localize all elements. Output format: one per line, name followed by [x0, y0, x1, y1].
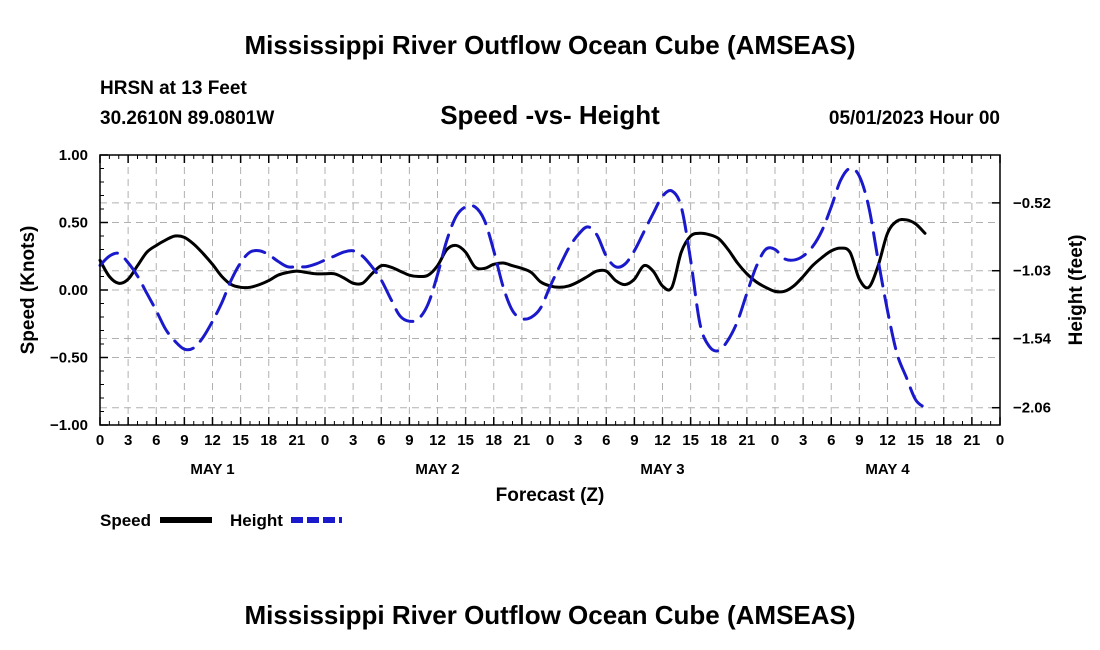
y2-tick-label: −0.52 — [1013, 195, 1051, 212]
chart-title: Speed -vs- Height — [440, 100, 660, 130]
x-tick-label: 12 — [429, 432, 446, 449]
footer-title: Mississippi River Outflow Ocean Cube (AM… — [244, 600, 855, 630]
series-line-speed — [98, 217, 927, 294]
x-tick-label: 6 — [377, 432, 385, 449]
x-tick-label: 6 — [152, 432, 160, 449]
y2-tick-label: −1.03 — [1013, 263, 1051, 280]
day-label: MAY 2 — [415, 461, 459, 478]
x-tick-label: 0 — [321, 432, 329, 449]
x-tick-label: 3 — [124, 432, 132, 449]
x-tick-label: 0 — [996, 432, 1004, 449]
x-tick-label: 3 — [349, 432, 357, 449]
y2-axis-label: Height (feet) — [1066, 235, 1087, 346]
x-tick-label: 6 — [827, 432, 835, 449]
x-tick-label: 15 — [232, 432, 249, 449]
series-group — [98, 166, 927, 410]
x-tick-label: 0 — [96, 432, 104, 449]
x-tick-label: 18 — [935, 432, 952, 449]
x-tick-label: 9 — [180, 432, 188, 449]
legend: Speed Height — [100, 511, 342, 530]
x-tick-label: 0 — [546, 432, 554, 449]
x-tick-label: 21 — [739, 432, 756, 449]
y-tick-label: −1.00 — [50, 417, 88, 434]
page-title: Mississippi River Outflow Ocean Cube (AM… — [244, 30, 855, 60]
x-tick-label: 3 — [574, 432, 582, 449]
y2-tick-label: −1.54 — [1013, 331, 1052, 348]
day-label: MAY 3 — [640, 461, 684, 478]
x-tick-label: 6 — [602, 432, 610, 449]
forecast-datetime: 05/01/2023 Hour 00 — [829, 108, 1000, 129]
x-tick-label: 12 — [879, 432, 896, 449]
x-tick-label: 15 — [682, 432, 699, 449]
plot-frame — [99, 154, 1001, 426]
x-tick-label: 21 — [514, 432, 531, 449]
x-tick-label: 15 — [457, 432, 474, 449]
series-line-height — [98, 166, 927, 410]
x-tick-label: 15 — [907, 432, 924, 449]
x-tick-label: 12 — [204, 432, 221, 449]
x-tick-label: 21 — [289, 432, 306, 449]
y-axis-label: Speed (Knots) — [18, 226, 39, 355]
x-tick-label: 0 — [771, 432, 779, 449]
y2-tick-label: −2.06 — [1013, 400, 1051, 417]
legend-height-label: Height — [230, 511, 283, 530]
axis-tick-labels: 0 3 6 9 12 15 18 21 0 3 6 9 12 15 18 21 0 3 6 9 12 15 18 21 0 3 6 9… — [50, 147, 1052, 478]
y-tick-label: 0.50 — [59, 215, 88, 232]
x-tick-label: 9 — [405, 432, 413, 449]
x-tick-label: 12 — [654, 432, 671, 449]
x-tick-label: 3 — [799, 432, 807, 449]
x-axis-label: Forecast (Z) — [496, 485, 605, 506]
x-tick-label: 9 — [855, 432, 863, 449]
y-tick-label: 1.00 — [59, 147, 88, 164]
x-tick-label: 18 — [710, 432, 727, 449]
x-tick-label: 21 — [964, 432, 981, 449]
legend-speed-label: Speed — [100, 511, 151, 530]
x-tick-label: 18 — [260, 432, 277, 449]
day-label: MAY 4 — [865, 461, 910, 478]
day-label: MAY 1 — [190, 461, 234, 478]
station-label: HRSN at 13 Feet — [100, 78, 247, 99]
location-label: 30.2610N 89.0801W — [100, 108, 274, 129]
x-tick-label: 9 — [630, 432, 638, 449]
x-tick-label: 18 — [485, 432, 502, 449]
y-tick-label: 0.00 — [59, 282, 88, 299]
y-tick-label: −0.50 — [50, 350, 88, 367]
